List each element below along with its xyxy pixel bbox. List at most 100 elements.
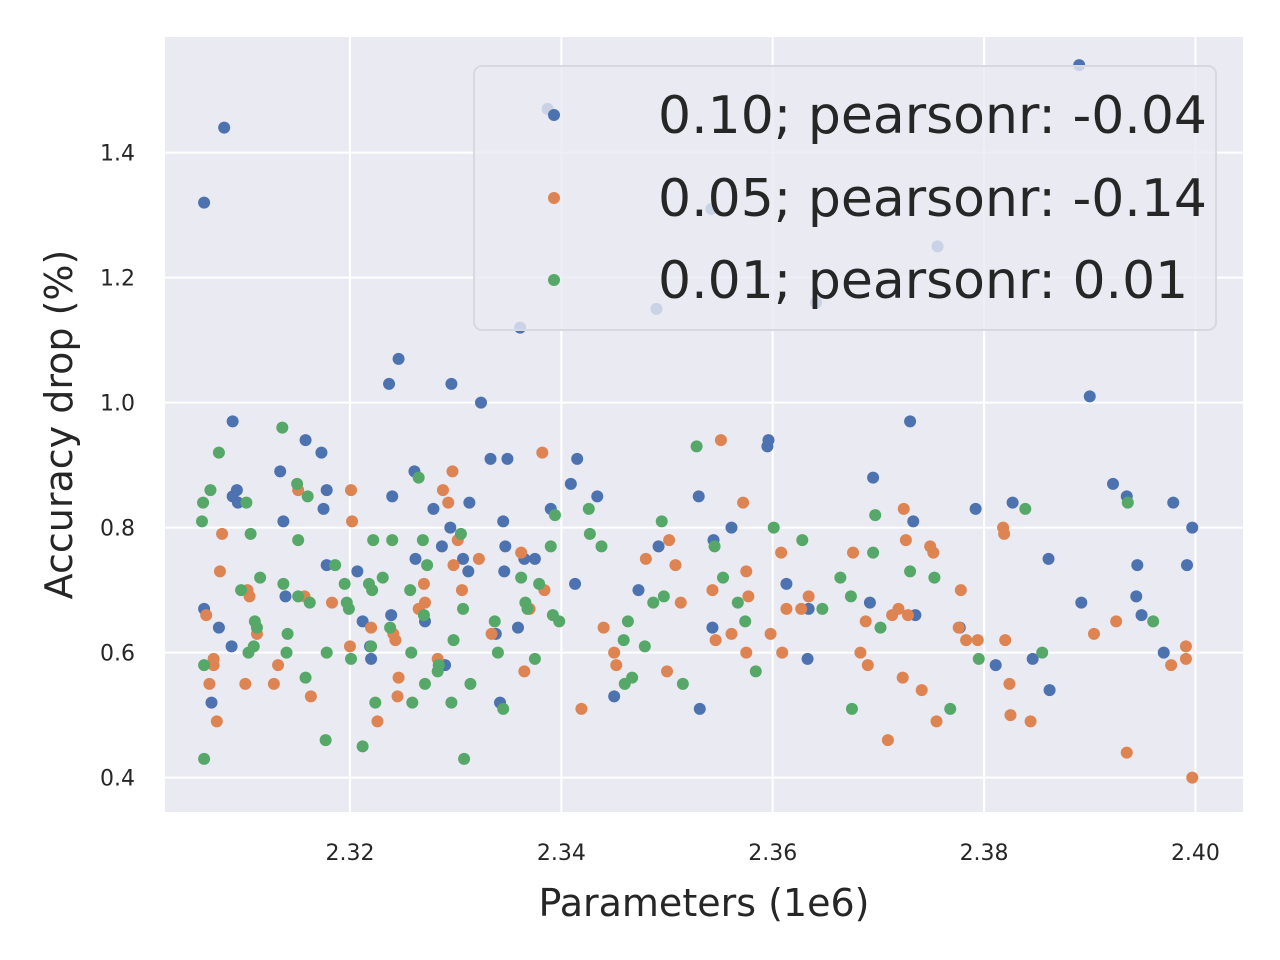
data-point-series-3 bbox=[595, 540, 608, 553]
data-point-series-2 bbox=[392, 671, 405, 684]
data-point-series-1 bbox=[904, 415, 917, 428]
data-point-series-3 bbox=[417, 609, 430, 622]
data-point-series-2 bbox=[927, 546, 940, 559]
data-point-series-2 bbox=[213, 565, 226, 578]
data-point-series-1 bbox=[226, 415, 239, 428]
data-point-series-1 bbox=[867, 471, 880, 484]
data-point-series-3 bbox=[690, 440, 703, 453]
data-point-series-1 bbox=[1075, 596, 1088, 609]
data-point-series-2 bbox=[706, 584, 719, 597]
y-tick-label: 0.6 bbox=[100, 642, 135, 667]
data-point-series-3 bbox=[488, 615, 501, 628]
data-point-series-1 bbox=[457, 552, 470, 565]
x-axis-title: Parameters (1e6) bbox=[539, 881, 870, 925]
data-point-series-2 bbox=[892, 602, 905, 615]
data-point-series-2 bbox=[203, 677, 216, 690]
data-point-series-1 bbox=[501, 452, 514, 465]
data-point-series-3 bbox=[345, 652, 358, 665]
data-point-series-2 bbox=[775, 546, 788, 559]
data-point-series-2 bbox=[610, 659, 623, 672]
data-point-series-1 bbox=[435, 540, 448, 553]
data-point-series-3 bbox=[553, 615, 566, 628]
data-point-series-2 bbox=[802, 590, 815, 603]
data-point-series-2 bbox=[795, 602, 808, 615]
data-point-series-3 bbox=[405, 646, 418, 659]
data-point-series-3 bbox=[447, 634, 460, 647]
data-point-series-3 bbox=[240, 496, 253, 509]
data-point-series-1 bbox=[365, 652, 378, 665]
y-tick-label: 1.4 bbox=[100, 142, 135, 167]
data-point-series-2 bbox=[447, 559, 460, 572]
data-point-series-3 bbox=[291, 477, 304, 490]
data-point-series-3 bbox=[676, 677, 689, 690]
data-point-series-2 bbox=[436, 484, 449, 497]
y-tick-label: 1.0 bbox=[100, 392, 135, 417]
legend-marker bbox=[548, 192, 560, 204]
data-point-series-1 bbox=[445, 377, 458, 390]
data-point-series-1 bbox=[218, 121, 231, 134]
data-point-series-3 bbox=[867, 546, 880, 559]
data-point-series-1 bbox=[1135, 609, 1148, 622]
data-point-series-1 bbox=[692, 490, 705, 503]
data-point-series-2 bbox=[896, 671, 909, 684]
data-point-series-2 bbox=[1024, 715, 1037, 728]
data-point-series-3 bbox=[621, 615, 634, 628]
data-point-series-2 bbox=[518, 665, 531, 678]
data-point-series-2 bbox=[954, 584, 967, 597]
data-point-series-3 bbox=[1036, 646, 1049, 659]
data-point-series-1 bbox=[409, 552, 422, 565]
data-point-series-1 bbox=[320, 484, 333, 497]
data-point-series-2 bbox=[663, 534, 676, 547]
data-point-series-2 bbox=[207, 652, 220, 665]
data-point-series-1 bbox=[780, 577, 793, 590]
data-point-series-3 bbox=[356, 740, 369, 753]
data-point-series-1 bbox=[205, 696, 218, 709]
data-point-series-3 bbox=[421, 559, 434, 572]
data-point-series-3 bbox=[583, 527, 596, 540]
data-point-series-1 bbox=[226, 490, 239, 503]
data-point-series-3 bbox=[904, 565, 917, 578]
legend-box bbox=[473, 65, 1217, 331]
data-point-series-3 bbox=[1019, 502, 1032, 515]
data-point-series-1 bbox=[989, 659, 1002, 672]
data-point-series-1 bbox=[1083, 390, 1096, 403]
data-point-series-3 bbox=[254, 571, 267, 584]
data-point-series-3 bbox=[244, 527, 257, 540]
data-point-series-1 bbox=[427, 502, 440, 515]
data-point-series-2 bbox=[267, 677, 280, 690]
data-point-series-2 bbox=[854, 646, 867, 659]
data-point-series-3 bbox=[869, 509, 882, 522]
data-point-series-1 bbox=[463, 496, 476, 509]
data-point-series-2 bbox=[861, 659, 874, 672]
data-point-series-3 bbox=[376, 571, 389, 584]
y-tick-label: 1.2 bbox=[100, 267, 135, 292]
data-point-series-3 bbox=[944, 702, 957, 715]
data-point-series-1 bbox=[277, 515, 290, 528]
data-point-series-2 bbox=[897, 502, 910, 515]
data-point-series-2 bbox=[899, 534, 912, 547]
tick-labels: 2.32 2.34 2.36 2.38 2.40 0.4 0.6 0.8 1.0 1.2 1.4 bbox=[100, 142, 1220, 866]
data-point-series-1 bbox=[356, 615, 369, 628]
data-point-series-1 bbox=[315, 446, 328, 459]
data-point-series-2 bbox=[960, 634, 973, 647]
data-point-series-2 bbox=[485, 627, 498, 640]
data-point-series-2 bbox=[881, 734, 894, 747]
data-point-series-2 bbox=[515, 546, 528, 559]
data-point-series-1 bbox=[863, 596, 876, 609]
y-tick-label: 0.4 bbox=[100, 767, 135, 792]
data-point-series-3 bbox=[739, 615, 752, 628]
data-point-series-2 bbox=[365, 621, 378, 634]
data-point-series-3 bbox=[445, 696, 458, 709]
data-point-series-2 bbox=[714, 434, 727, 447]
data-point-series-2 bbox=[1186, 771, 1199, 784]
data-point-series-1 bbox=[569, 577, 582, 590]
data-point-series-3 bbox=[418, 677, 431, 690]
data-point-series-2 bbox=[446, 465, 459, 478]
data-point-series-3 bbox=[281, 627, 294, 640]
data-point-series-3 bbox=[626, 671, 639, 684]
data-point-series-2 bbox=[742, 590, 755, 603]
data-point-series-1 bbox=[801, 652, 814, 665]
data-point-series-2 bbox=[608, 646, 621, 659]
data-point-series-1 bbox=[706, 621, 719, 634]
data-point-series-3 bbox=[384, 621, 397, 634]
